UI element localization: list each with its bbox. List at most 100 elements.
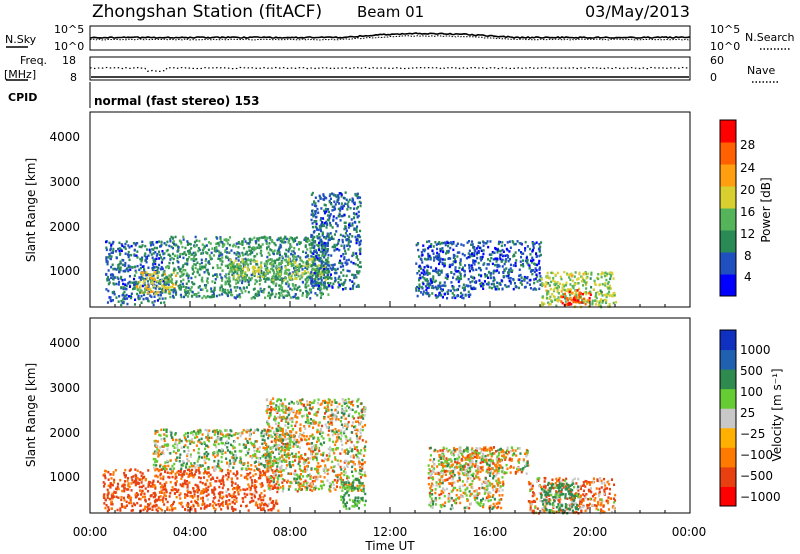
power-cell [452, 256, 455, 259]
power-y-ticks: 4000 3000 2000 1000 [49, 130, 80, 278]
power-cell [467, 278, 470, 281]
power-cell [508, 240, 511, 243]
velocity-cell [123, 489, 126, 493]
power-cell [119, 260, 122, 263]
power-colorbar-swatch [720, 252, 736, 275]
velocity-cell [359, 428, 362, 431]
velocity-cell [155, 508, 158, 511]
power-cell [119, 266, 122, 269]
power-cell [157, 290, 160, 294]
velocity-cell [344, 449, 347, 452]
power-cell [107, 256, 110, 259]
velocity-cell [213, 443, 216, 446]
power-cell [294, 271, 297, 274]
power-colorbar-swatch [720, 208, 736, 231]
power-cell [230, 260, 233, 264]
power-cell [279, 243, 282, 247]
power-cell [514, 264, 517, 268]
velocity-cell [346, 448, 349, 451]
power-cell [153, 272, 156, 275]
power-cell [230, 249, 233, 252]
power-cell [337, 286, 340, 289]
power-cell [182, 268, 185, 272]
velocity-cell [186, 494, 189, 498]
velocity-cell [225, 490, 228, 493]
velocity-cell [180, 501, 183, 505]
velocity-cell [176, 471, 179, 474]
power-cell [136, 256, 139, 259]
velocity-cell [358, 437, 361, 440]
power-cell [339, 219, 342, 222]
power-cell [426, 278, 429, 281]
velocity-cell [152, 480, 155, 484]
power-cell [288, 277, 291, 280]
power-cell [307, 265, 310, 269]
power-cell [247, 263, 250, 266]
velocity-cell [169, 480, 172, 484]
power-cell [244, 260, 247, 264]
power-cell [348, 239, 351, 242]
power-cell [435, 257, 438, 260]
power-cell [445, 273, 448, 277]
velocity-cell [216, 476, 219, 480]
velocity-cell [232, 456, 235, 460]
power-cell [127, 264, 130, 267]
power-cell [212, 294, 215, 298]
velocity-cell [140, 485, 143, 489]
velocity-cell [206, 498, 209, 501]
power-cell [458, 271, 461, 274]
velocity-cell [212, 500, 215, 503]
power-cell [186, 291, 189, 294]
velocity-cell [259, 457, 262, 460]
power-cell [148, 248, 151, 252]
velocity-cell [348, 406, 351, 409]
power-cell [444, 276, 447, 279]
velocity-cell [361, 467, 364, 470]
power-cell [204, 263, 207, 266]
power-cell [138, 297, 141, 300]
power-cell [529, 287, 532, 290]
power-cell [568, 273, 571, 276]
power-cell [295, 270, 298, 274]
power-cell [330, 254, 333, 257]
power-cell [311, 246, 314, 249]
power-cell [280, 291, 283, 295]
power-cell [435, 243, 438, 246]
power-cell [169, 254, 172, 258]
velocity-cell [292, 402, 295, 405]
power-cell [141, 258, 144, 261]
power-cell [204, 286, 207, 289]
velocity-cell [215, 440, 218, 444]
velocity-cell [153, 466, 156, 470]
power-cell [123, 264, 126, 267]
power-cell [297, 255, 300, 258]
velocity-cell [240, 474, 243, 477]
power-cell [135, 271, 138, 274]
power-cell [117, 283, 120, 286]
velocity-cell [206, 438, 209, 441]
power-cell [562, 295, 565, 299]
velocity-cell [270, 479, 273, 483]
power-cell [495, 260, 498, 263]
velocity-cell [157, 452, 160, 455]
velocity-cell [294, 479, 297, 483]
power-cell [605, 293, 608, 297]
velocity-cell [123, 499, 126, 502]
power-cell [560, 295, 563, 299]
power-cell [339, 261, 342, 265]
power-cell [265, 242, 268, 245]
power-cell [255, 260, 258, 263]
velocity-cell [288, 412, 291, 415]
power-cell [139, 284, 142, 287]
power-cell [474, 280, 477, 284]
velocity-cell [234, 495, 237, 498]
power-cell [294, 293, 297, 296]
power-cell [241, 276, 244, 280]
power-cell [276, 272, 279, 275]
power-cell [265, 260, 268, 263]
power-cell [333, 249, 336, 252]
power-cell [339, 259, 342, 263]
power-cell [281, 261, 284, 264]
power-cell [201, 296, 204, 300]
power-cell [235, 268, 238, 271]
